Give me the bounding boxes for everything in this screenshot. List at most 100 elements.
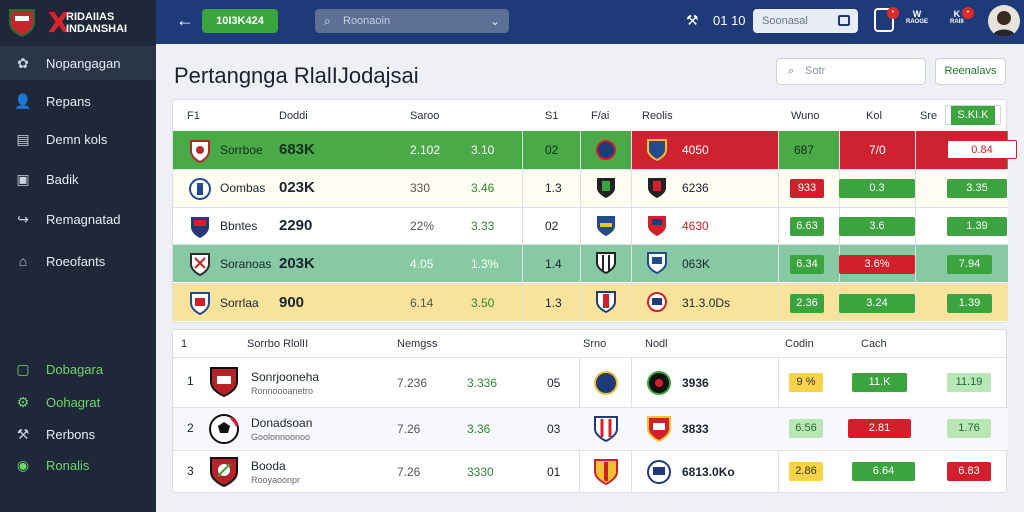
row-divider xyxy=(173,283,1008,284)
stat-value: 4.05 xyxy=(410,257,434,271)
sidebar-item-label: Demn kols xyxy=(46,131,108,147)
gear-icon: ⚙ xyxy=(16,393,30,410)
sidebar-item-7[interactable]: ⚙ Oohagrat xyxy=(0,385,156,419)
odds-tag[interactable]: 7.94 xyxy=(947,255,992,274)
odds-tag[interactable]: 3.35 xyxy=(947,179,1007,198)
shield-icon xyxy=(9,9,35,37)
sidebar-item-label: Ronalis xyxy=(46,457,90,473)
briefcase-icon: ▣ xyxy=(16,170,30,187)
team-name: Oombas xyxy=(220,181,266,195)
stat-value: 3.33 xyxy=(471,219,495,233)
sidebar-item-8[interactable]: ⚒ Rerbons xyxy=(0,417,156,451)
sidebar-item-1[interactable]: 👤 Repans xyxy=(0,84,156,118)
away-crest-icon xyxy=(647,252,667,274)
column-header: S1 xyxy=(545,110,559,122)
stat-value: 22% xyxy=(410,219,435,233)
team-crest-icon xyxy=(210,457,238,488)
search-input[interactable]: ⌕ Sotr xyxy=(776,58,926,85)
column-filter[interactable]: S.KI.K xyxy=(945,105,1001,125)
column-header: Sre xyxy=(920,110,938,122)
match-result: 063K xyxy=(682,257,711,271)
home-crest-icon xyxy=(597,216,615,236)
notifications-icon[interactable] xyxy=(874,8,894,32)
odds-tag[interactable]: 6.56 xyxy=(789,419,823,438)
odds-tag[interactable]: 9 % xyxy=(789,373,823,392)
odds-tag[interactable]: 6.34 xyxy=(790,255,824,274)
odds-tag[interactable]: 6.83 xyxy=(947,462,991,481)
odds-tag[interactable]: 3.6% xyxy=(839,255,915,274)
team-name: Bbntes xyxy=(220,219,258,233)
column-header: Nodl xyxy=(645,338,668,350)
sidebar-item-3[interactable]: ▣ Badik xyxy=(0,162,156,196)
team-crest-icon xyxy=(190,253,210,276)
row-divider xyxy=(173,244,1008,245)
results-table: 1 Sorrbo RlolII Nemgss Srno Nodl Codin C… xyxy=(172,329,1008,493)
sidebar-item-6[interactable]: ▢ Dobagara xyxy=(0,352,156,386)
odds-tag[interactable]: 11.19 xyxy=(947,373,991,392)
column-filter-label: S.KI.K xyxy=(951,106,995,125)
column-header: F1 xyxy=(187,110,200,122)
odds-tag[interactable]: 1.39 xyxy=(947,294,992,313)
stat-value: 1.3% xyxy=(471,257,499,271)
calendar-icon: ▤ xyxy=(16,130,30,147)
back-arrow-icon[interactable]: ← xyxy=(176,10,194,30)
sidebar-item-label: Rerbons xyxy=(46,426,96,442)
search-icon: ⌕ xyxy=(324,14,331,28)
column-header: Kol xyxy=(866,110,882,122)
team-name: Soranoas xyxy=(220,257,272,271)
sidebar-item-label: Nopangagan xyxy=(46,55,121,71)
odds-tag[interactable]: 6.64 xyxy=(852,462,915,481)
odds-tag[interactable]: 2.36 xyxy=(790,294,824,313)
region-switch[interactable]: W RAOGE xyxy=(906,9,928,25)
tournament-pill[interactable]: 10I3K424 xyxy=(202,9,278,33)
sidebar-item-2[interactable]: ▤ Demn kols xyxy=(0,122,156,156)
odds-tag[interactable]: 2.81 xyxy=(848,419,911,438)
team-score: 900 xyxy=(279,294,305,311)
team-score: 203K xyxy=(279,255,315,272)
sidebar-item-9[interactable]: ◉ Ronalis xyxy=(0,448,156,482)
row-divider xyxy=(173,169,1008,170)
away-crest-icon xyxy=(648,178,666,198)
sidebar-item-0[interactable]: ✿ Nopangagan xyxy=(0,46,156,80)
alerts-mark: K xyxy=(953,9,961,19)
odds-tag[interactable]: 3.24 xyxy=(839,294,915,313)
competition-select[interactable]: ⌕ Roonaoin ⌄ xyxy=(315,9,509,33)
live-alerts[interactable]: K RAIII xyxy=(950,9,964,25)
brand-logo[interactable]: X RIDAIIAS INDANSHAI xyxy=(8,4,158,39)
team-score: 2290 xyxy=(279,217,313,234)
odds-tag[interactable]: 1.39 xyxy=(947,217,1007,236)
sidebar-item-5[interactable]: ⌂ Roeofants xyxy=(0,244,156,278)
sidebar-item-4[interactable]: ↪ Remagnatad xyxy=(0,202,156,236)
stat-value: 02 xyxy=(545,219,559,233)
odds-tag[interactable]: 3.6 xyxy=(839,217,915,236)
odds-tag[interactable]: 1.76 xyxy=(947,419,991,438)
results-button[interactable]: Reenalavs xyxy=(935,58,1006,85)
competition-select-value: Roonaoin xyxy=(343,15,391,27)
home-crest-icon xyxy=(596,252,616,274)
top-search-input[interactable]: Soonasal xyxy=(753,9,858,33)
team-subtitle: Goolonnoonoo xyxy=(251,432,311,442)
top-navigation: ← 10I3K424 ⌕ Roonaoin ⌄ ⚒ 01 10 Soonasal •… xyxy=(156,0,1024,44)
odds-tag[interactable]: 2.86 xyxy=(789,462,823,481)
stat-value: 6.14 xyxy=(410,296,434,310)
coin-icon: ◉ xyxy=(16,456,30,473)
sidebar: X RIDAIIAS INDANSHAI ✿ Nopangagan 👤 Repans… xyxy=(0,0,156,512)
odds-tag[interactable]: 6.63 xyxy=(790,217,824,236)
avatar[interactable] xyxy=(988,5,1020,37)
chevron-down-icon: ⌄ xyxy=(489,14,500,28)
team-name: Sorrboe xyxy=(220,143,263,157)
brand-mark: X xyxy=(48,6,70,39)
odds-tag[interactable]: 0.3 xyxy=(839,179,915,198)
stat-value: 1.3 xyxy=(545,296,562,310)
away-crest-icon xyxy=(647,139,667,161)
column-header: Doddi xyxy=(279,110,308,122)
stat-value: 3330 xyxy=(467,465,494,479)
tool-icon[interactable]: ⚒ xyxy=(686,12,699,28)
odds-tag[interactable]: 11.K xyxy=(852,373,907,392)
odds-tag[interactable]: 933 xyxy=(790,179,824,198)
brand-line2: INDANSHAI xyxy=(66,23,128,35)
stat-value: 03 xyxy=(547,422,561,436)
team-crest-icon xyxy=(190,292,210,315)
home-crest-icon xyxy=(597,178,615,198)
odds-tag[interactable]: 0.84 xyxy=(947,140,1017,159)
